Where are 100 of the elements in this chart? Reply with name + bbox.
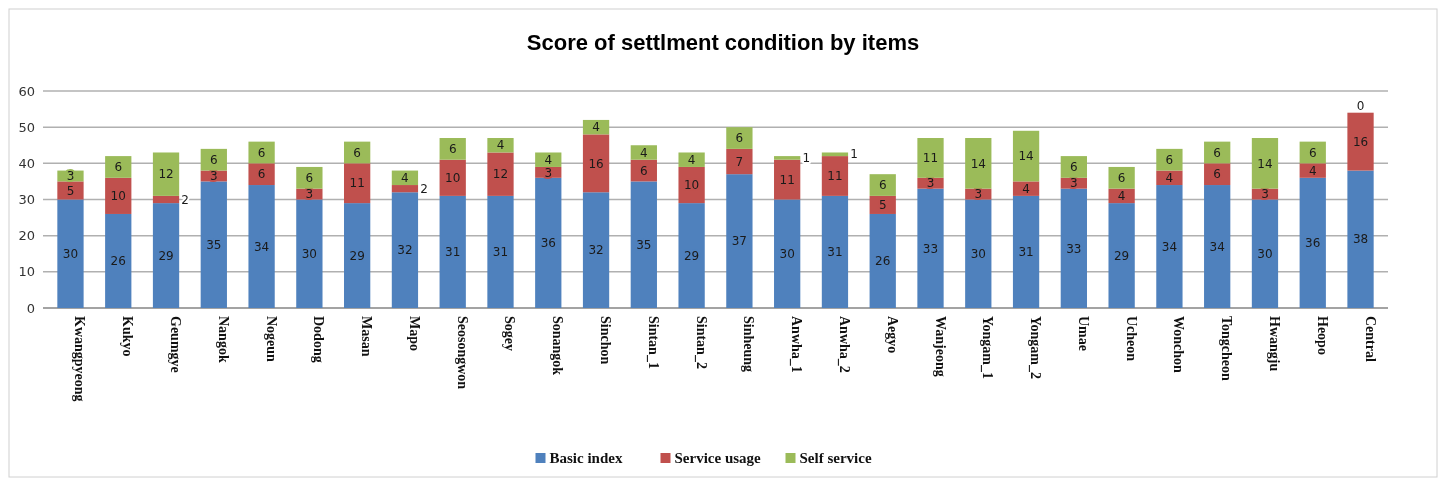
data-label: 31 <box>492 245 509 260</box>
x-tick-label: Umae <box>1075 316 1091 351</box>
bar <box>630 181 657 308</box>
data-label: 4 <box>544 152 553 167</box>
data-label: 4 <box>1308 163 1317 178</box>
data-label: 11 <box>779 172 795 187</box>
bar <box>965 199 992 308</box>
bar <box>582 192 610 308</box>
data-label: 35 <box>636 237 652 252</box>
data-label: 3 <box>305 187 314 202</box>
bar <box>1012 195 1040 308</box>
x-tick-label: Kwangpyeong <box>72 316 88 402</box>
x-tick-label: Sonangok <box>550 316 566 376</box>
x-tick-label: Mapo <box>406 316 422 351</box>
data-label: 33 <box>922 241 939 256</box>
x-tick-label: Geumgye <box>168 316 184 373</box>
x-tick-label: Aegyo <box>884 316 900 354</box>
data-label: 11 <box>349 176 365 191</box>
data-label: 11 <box>922 151 939 166</box>
data-label: 32 <box>397 243 413 258</box>
data-label: 2 <box>181 192 189 207</box>
bar <box>917 188 944 308</box>
data-label: 29 <box>1113 248 1130 263</box>
x-tick-label: Ucheon <box>1123 316 1139 362</box>
legend-label: Self service <box>799 450 872 466</box>
bar <box>1299 177 1326 308</box>
legend-label: Basic index <box>549 450 623 466</box>
y-tick-label: 60 <box>18 83 35 99</box>
bar <box>1204 185 1231 308</box>
y-tick-label: 10 <box>18 264 35 280</box>
bar <box>152 195 180 204</box>
bar <box>391 185 419 193</box>
data-label: 34 <box>253 239 270 254</box>
y-tick-label: 40 <box>18 155 35 171</box>
data-label: 4 <box>640 145 648 160</box>
data-label: 34 <box>1161 239 1178 254</box>
bar <box>726 174 753 308</box>
data-label: 30 <box>1257 246 1273 261</box>
data-label: 14 <box>970 156 986 171</box>
data-label: 31 <box>827 245 843 260</box>
data-label: 6 <box>353 145 361 160</box>
bar <box>821 152 849 157</box>
x-tick-label: Wonchon <box>1171 316 1187 374</box>
data-label: 6 <box>1213 145 1222 160</box>
data-label: 33 <box>1066 241 1082 256</box>
data-label: 36 <box>1305 236 1321 251</box>
y-tick-label: 30 <box>18 192 35 208</box>
x-tick-label: Kukyo <box>120 316 136 357</box>
data-label: 6 <box>209 152 218 167</box>
bar <box>774 156 801 160</box>
x-tick-label: Masan <box>359 316 375 357</box>
bar <box>821 195 849 308</box>
bar <box>1108 203 1135 308</box>
data-label: 6 <box>1165 152 1174 167</box>
y-tick-label: 20 <box>18 228 35 244</box>
data-label: 3 <box>209 169 218 184</box>
bar <box>487 195 514 308</box>
x-tick-label: Wanjeong <box>932 316 948 377</box>
bar <box>678 203 705 308</box>
data-label: 26 <box>110 254 126 269</box>
x-tick-label: Heopo <box>1314 316 1330 355</box>
data-label: 30 <box>779 246 795 261</box>
data-label: 31 <box>1018 245 1034 260</box>
bar <box>1251 199 1279 308</box>
y-tick-label: 0 <box>26 300 35 316</box>
data-label: 3 <box>926 176 935 191</box>
data-label: 10 <box>683 178 700 193</box>
x-tick-label: Nangok <box>215 316 231 363</box>
bar <box>1347 170 1374 308</box>
bar <box>344 203 371 308</box>
data-label: 29 <box>683 248 700 263</box>
data-label: 10 <box>445 171 461 185</box>
x-tick-label: Sinheung <box>741 316 757 373</box>
data-label: 6 <box>1117 171 1126 185</box>
data-label: 34 <box>1209 239 1225 254</box>
data-label: 6 <box>1070 160 1078 175</box>
data-label: 29 <box>349 248 365 263</box>
y-tick-label: 50 <box>18 119 35 135</box>
data-label: 6 <box>1213 167 1222 182</box>
bar <box>869 213 896 308</box>
data-label: 7 <box>735 154 744 169</box>
data-label: 3 <box>1070 176 1078 191</box>
bar <box>105 213 132 308</box>
data-label: 5 <box>66 183 75 198</box>
bar <box>248 185 275 308</box>
data-label: 37 <box>731 234 748 249</box>
data-label: 4 <box>1165 171 1174 185</box>
data-label: 30 <box>970 246 986 261</box>
data-label: 4 <box>496 138 505 153</box>
data-label: 16 <box>1352 134 1369 149</box>
bar <box>200 181 227 308</box>
bar <box>152 203 180 308</box>
data-label: 1 <box>802 151 811 166</box>
bar <box>535 177 562 308</box>
data-label: 12 <box>492 167 509 182</box>
data-label: 3 <box>544 165 553 180</box>
data-label: 6 <box>114 160 123 175</box>
data-label: 4 <box>592 120 600 135</box>
x-tick-label: Sogey <box>502 316 518 351</box>
legend-label: Service usage <box>674 450 762 466</box>
